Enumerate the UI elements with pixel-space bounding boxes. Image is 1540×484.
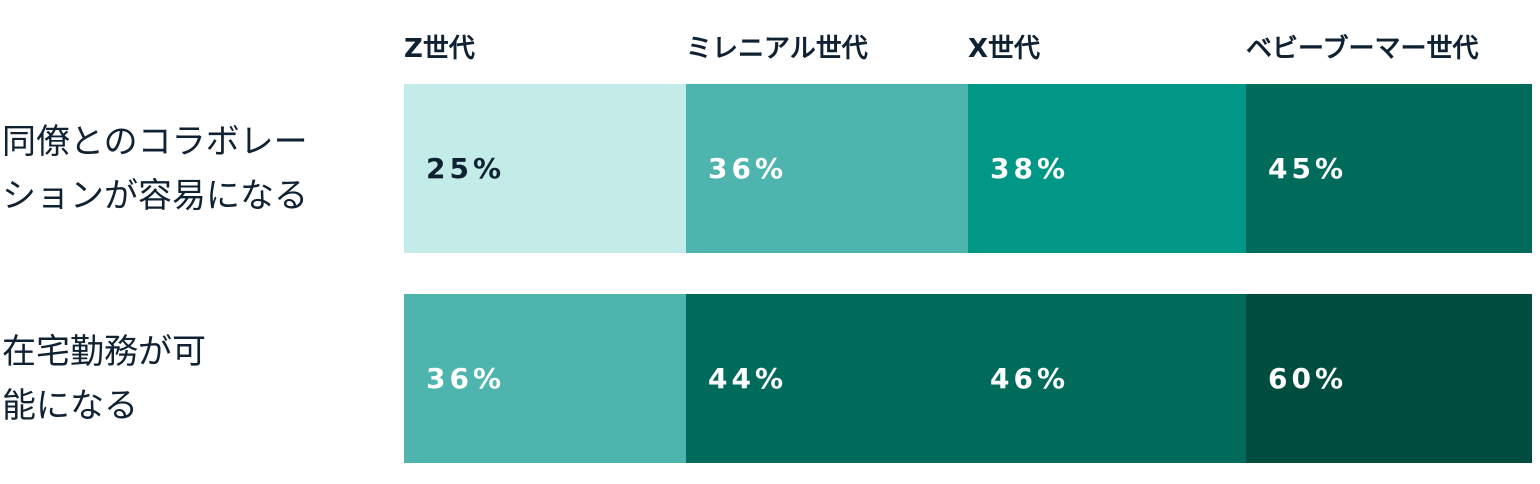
heatmap-cell: 45% [1246, 84, 1532, 253]
cell-value-label: 36% [426, 362, 506, 395]
heatmap-cell: 38% [968, 84, 1246, 253]
column-header: X世代 [968, 34, 1041, 64]
row-label-line: 在宅勤務が可 [2, 331, 206, 372]
heatmap-cell: 36% [404, 294, 686, 463]
heatmap-cell: 46% [968, 294, 1246, 463]
row-label-line: 同僚とのコラボレー [2, 121, 308, 162]
heatmap-cell: 36% [686, 84, 968, 253]
column-header: Z世代 [404, 34, 475, 64]
cell-value-label: 25% [426, 152, 506, 185]
column-header: ミレニアル世代 [686, 34, 868, 64]
row-label: 在宅勤務が可 能になる [2, 325, 372, 433]
cell-value-label: 45% [1268, 152, 1348, 185]
cell-value-label: 44% [708, 362, 788, 395]
heatmap-cell: 44% [686, 294, 968, 463]
row-label: 同僚とのコラボレー ションが容易になる [2, 115, 372, 223]
heatmap-cell: 25% [404, 84, 686, 253]
heatmap-cell: 60% [1246, 294, 1532, 463]
cell-value-label: 38% [990, 152, 1070, 185]
row-label-line: 能になる [2, 385, 138, 426]
column-header: ベビーブーマー世代 [1246, 34, 1479, 64]
cell-value-label: 46% [990, 362, 1070, 395]
cell-value-label: 60% [1268, 362, 1348, 395]
cell-value-label: 36% [708, 152, 788, 185]
row-label-line: ションが容易になる [2, 175, 308, 216]
